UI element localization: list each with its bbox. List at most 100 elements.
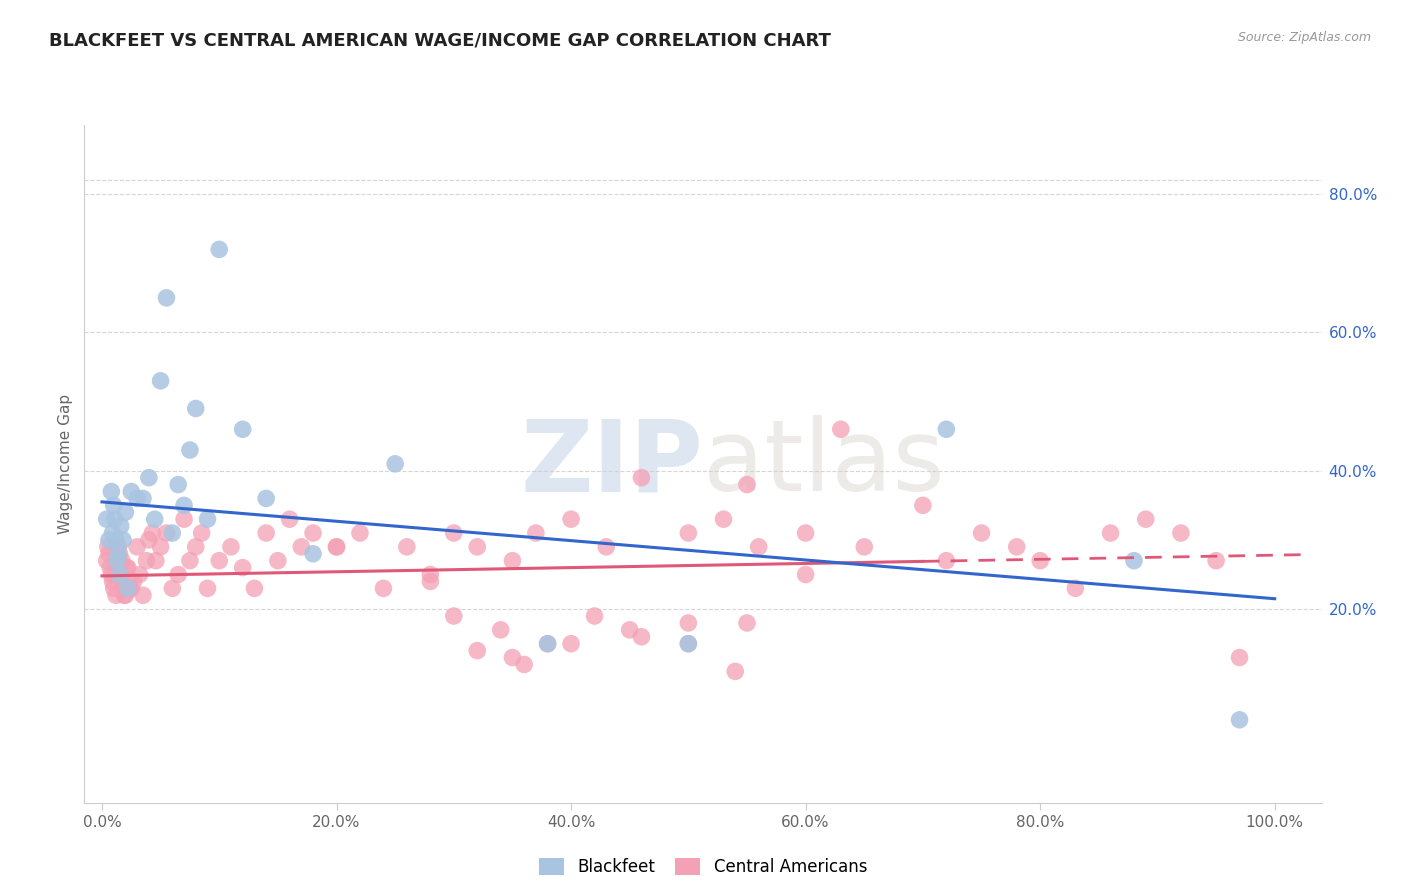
Point (489, 623, 512, 637)
Point (112, 533, 135, 547)
Point (1099, 526, 1122, 541)
Point (162, 526, 184, 541)
Point (98, 533, 121, 547)
Point (735, 477, 758, 491)
Point (853, 540, 876, 554)
Point (128, 567, 150, 582)
Point (1064, 582, 1087, 596)
Point (302, 547, 325, 561)
Point (138, 471, 160, 485)
Point (267, 554, 290, 568)
Point (290, 540, 312, 554)
Point (830, 422, 852, 436)
Point (190, 526, 212, 541)
Point (135, 554, 157, 568)
Y-axis label: Wage/Income Gap: Wage/Income Gap (58, 393, 73, 534)
Text: Source: ZipAtlas.com: Source: ZipAtlas.com (1237, 31, 1371, 45)
Point (149, 540, 172, 554)
Point (395, 540, 418, 554)
Point (132, 491, 155, 506)
Point (970, 526, 993, 541)
Point (619, 623, 641, 637)
Point (208, 243, 231, 257)
Point (100, 484, 122, 499)
Point (911, 499, 934, 513)
Legend: Blackfeet, Central Americans: Blackfeet, Central Americans (533, 851, 873, 882)
Point (112, 588, 135, 602)
Point (104, 567, 127, 582)
Point (179, 442, 201, 457)
Point (254, 491, 277, 506)
Point (108, 547, 131, 561)
Point (117, 560, 139, 574)
Point (524, 526, 547, 541)
Point (735, 615, 758, 630)
Point (501, 554, 523, 568)
Point (219, 540, 242, 554)
Point (111, 554, 134, 568)
Point (349, 526, 371, 541)
Point (184, 401, 207, 416)
Point (155, 526, 177, 541)
Point (678, 637, 700, 651)
Point (325, 540, 347, 554)
Point (443, 526, 465, 541)
Point (120, 484, 142, 499)
Point (748, 540, 770, 554)
Point (465, 540, 488, 554)
Point (117, 582, 139, 596)
Text: ZIP: ZIP (520, 416, 703, 512)
Text: atlas: atlas (703, 416, 945, 512)
Point (501, 650, 523, 665)
Point (98, 547, 121, 561)
Point (630, 471, 652, 485)
Point (302, 526, 325, 541)
Point (120, 582, 142, 596)
Point (713, 512, 735, 526)
Point (100, 567, 122, 582)
Point (232, 422, 254, 436)
Point (373, 582, 395, 596)
Point (197, 512, 219, 526)
Point (1123, 554, 1146, 568)
Point (630, 630, 652, 644)
Point (179, 554, 201, 568)
Point (173, 512, 195, 526)
Point (98, 560, 121, 574)
Point (145, 554, 167, 568)
Point (243, 582, 266, 596)
Point (536, 637, 558, 651)
Point (1170, 526, 1192, 541)
Point (143, 512, 166, 526)
Point (127, 491, 149, 506)
Point (101, 574, 124, 589)
Point (118, 582, 141, 596)
Point (1229, 650, 1251, 665)
Point (184, 540, 207, 554)
Point (254, 526, 277, 541)
Point (127, 540, 149, 554)
Point (794, 526, 817, 541)
Point (678, 526, 700, 541)
Point (935, 554, 957, 568)
Point (1229, 713, 1251, 727)
Point (419, 567, 441, 582)
Point (112, 574, 135, 589)
Point (149, 374, 172, 388)
Point (107, 540, 129, 554)
Point (536, 637, 558, 651)
Point (724, 665, 747, 679)
Point (173, 499, 195, 513)
Point (114, 505, 136, 519)
Point (103, 499, 125, 513)
Point (197, 582, 219, 596)
Point (110, 567, 132, 582)
Point (560, 512, 582, 526)
Point (105, 588, 128, 602)
Point (678, 615, 700, 630)
Point (104, 512, 127, 526)
Point (325, 540, 347, 554)
Point (1005, 540, 1028, 554)
Point (138, 533, 160, 547)
Point (141, 526, 163, 541)
